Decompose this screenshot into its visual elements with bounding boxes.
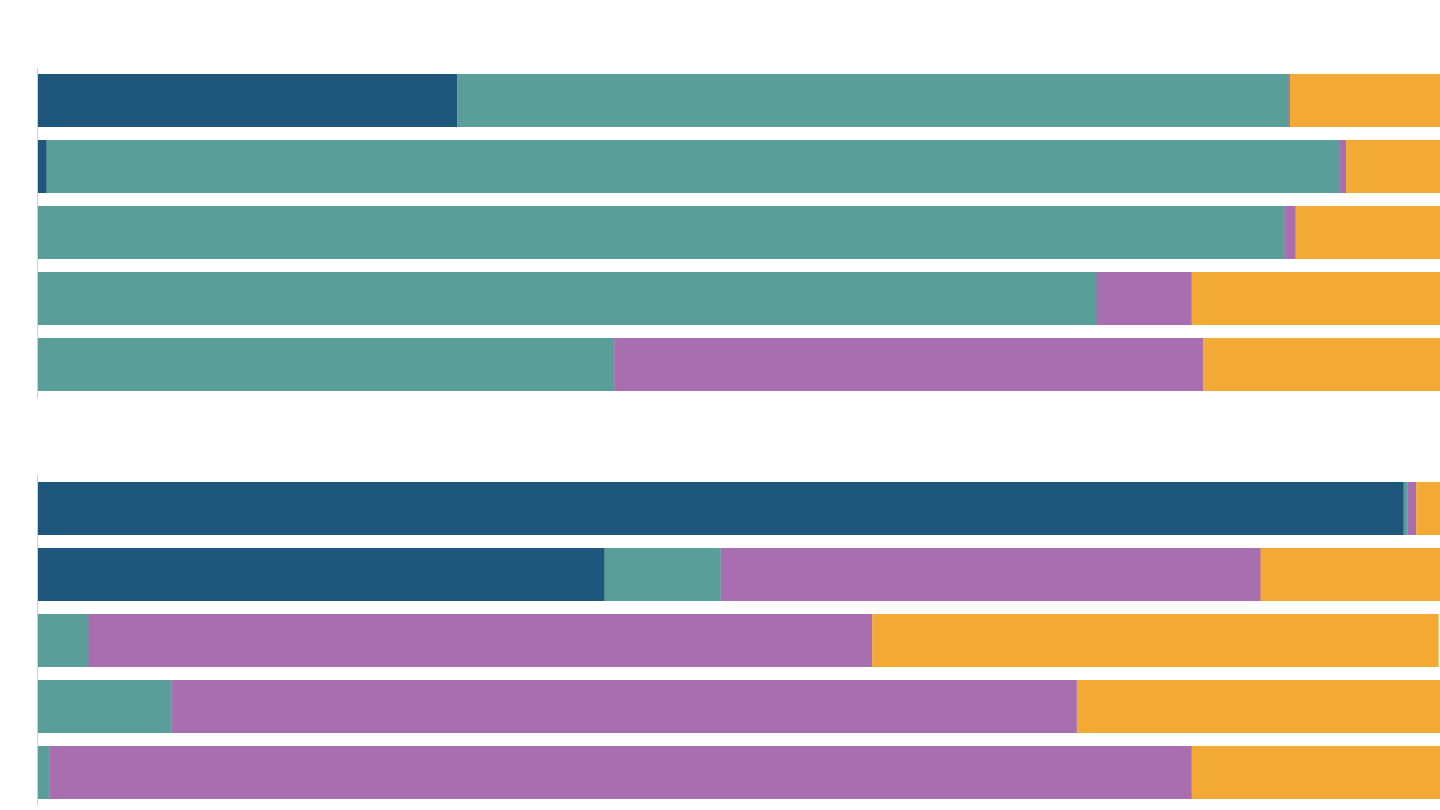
- chart-panel-2: [37, 475, 1440, 805]
- bar-segment-row1-series3: [1407, 482, 1417, 535]
- bar-segment-row1-series4: [1289, 74, 1440, 127]
- bar-segment-row4-series4: [1191, 272, 1440, 325]
- bar-segment-row1-series4: [1416, 482, 1440, 535]
- bar-segment-row5-series3: [49, 746, 1192, 799]
- bar-segment-row5-series2: [38, 746, 50, 799]
- bar-segment-row1-series1: [38, 74, 458, 127]
- bar-segment-row1-series2: [1403, 482, 1408, 535]
- bar-segment-row2-series4: [1260, 548, 1440, 601]
- bar-segment-row2-series4: [1346, 140, 1440, 193]
- chart-panel-1: [37, 68, 1440, 398]
- bar-segment-row1-series2: [457, 74, 1289, 127]
- bar-segment-row4-series2: [38, 272, 1097, 325]
- bar-segment-row4-series2: [38, 680, 172, 733]
- bar-segment-row5-series4: [1191, 746, 1440, 799]
- bar-segment-row2-series1: [38, 140, 47, 193]
- bar-segment-row1-series1: [38, 482, 1404, 535]
- bar-segment-row3-series3: [1284, 206, 1296, 259]
- bar-segment-row4-series3: [1096, 272, 1192, 325]
- bar-segment-row2-series1: [38, 548, 605, 601]
- bar-segment-row1-series3: [1288, 74, 1290, 127]
- bar-segment-row3-series3: [88, 614, 873, 667]
- bar-segment-row3-series2: [38, 206, 1285, 259]
- bar-segment-row2-series2: [604, 548, 721, 601]
- bar-segment-row4-series3: [171, 680, 1077, 733]
- bar-segment-row2-series3: [1339, 140, 1347, 193]
- bar-segment-row5-series3: [614, 338, 1204, 391]
- bar-segment-row3-series4: [1295, 206, 1440, 259]
- bar-segment-row2-series2: [46, 140, 1340, 193]
- bar-segment-row3-series2: [38, 614, 89, 667]
- bar-segment-row3-series4: [872, 614, 1439, 667]
- bar-segment-row5-series4: [1203, 338, 1440, 391]
- bar-segment-row2-series3: [720, 548, 1261, 601]
- bar-segment-row4-series4: [1076, 680, 1440, 733]
- bar-segment-row5-series2: [38, 338, 615, 391]
